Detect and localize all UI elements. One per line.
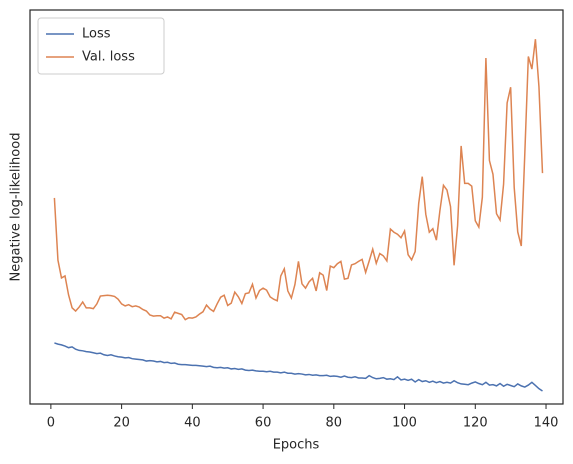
y-axis-label: Negative log-likelihood bbox=[9, 133, 24, 282]
x-tick-label: 20 bbox=[113, 416, 130, 431]
plot-frame bbox=[29, 9, 564, 405]
x-tick-label: 0 bbox=[47, 416, 55, 431]
x-tick-label: 120 bbox=[463, 416, 488, 431]
legend-label: Loss bbox=[82, 27, 111, 42]
series-line bbox=[54, 342, 543, 392]
legend-label: Val. loss bbox=[82, 50, 135, 65]
x-tick-label: 140 bbox=[534, 416, 559, 431]
x-axis-label: Epochs bbox=[273, 438, 320, 453]
legend-box bbox=[37, 17, 165, 75]
x-tick-label: 40 bbox=[184, 416, 201, 431]
series-line bbox=[53, 39, 544, 321]
legend: Loss Val. loss bbox=[37, 17, 165, 75]
x-tick-label: 60 bbox=[255, 416, 272, 431]
x-tick-label: 80 bbox=[326, 416, 343, 431]
x-tick-label: 100 bbox=[392, 416, 417, 431]
